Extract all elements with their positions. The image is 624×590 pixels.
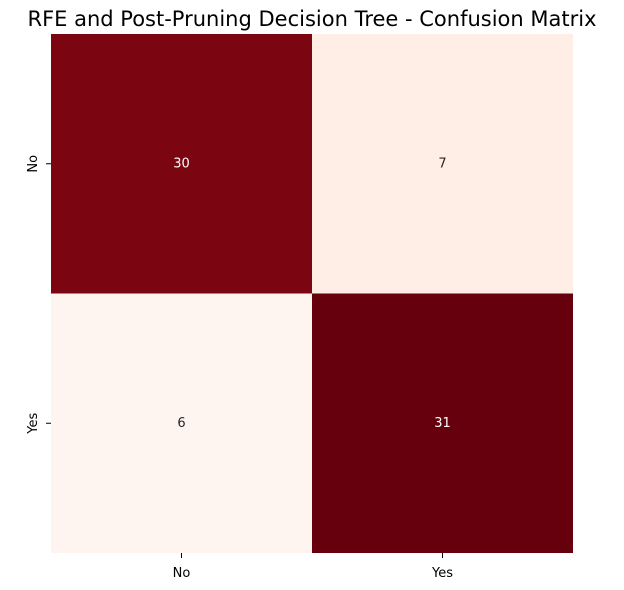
heatmap-cell-labels: 30 7 6 31 <box>173 156 451 431</box>
y-axis: No Yes <box>26 155 51 435</box>
x-tick-label: No <box>173 566 191 581</box>
heatmap-cell-no-yes <box>312 34 573 294</box>
heatmap-cell-yes-no <box>51 293 312 553</box>
y-tick-label: Yes <box>26 413 41 435</box>
x-axis: No Yes <box>173 553 453 581</box>
heatmap-value-label: 7 <box>438 156 446 171</box>
heatmap-value-label: 30 <box>173 156 190 171</box>
y-tick-label: No <box>26 155 41 173</box>
heatmap-cells <box>51 34 573 553</box>
heatmap-value-label: 6 <box>177 416 185 431</box>
heatmap-cell-no-no <box>51 34 312 294</box>
heatmap-cell-yes-yes <box>312 293 573 553</box>
x-tick-label: Yes <box>431 566 453 581</box>
chart-title: RFE and Post-Pruning Decision Tree - Con… <box>27 7 596 31</box>
heatmap-value-label: 31 <box>434 416 451 431</box>
